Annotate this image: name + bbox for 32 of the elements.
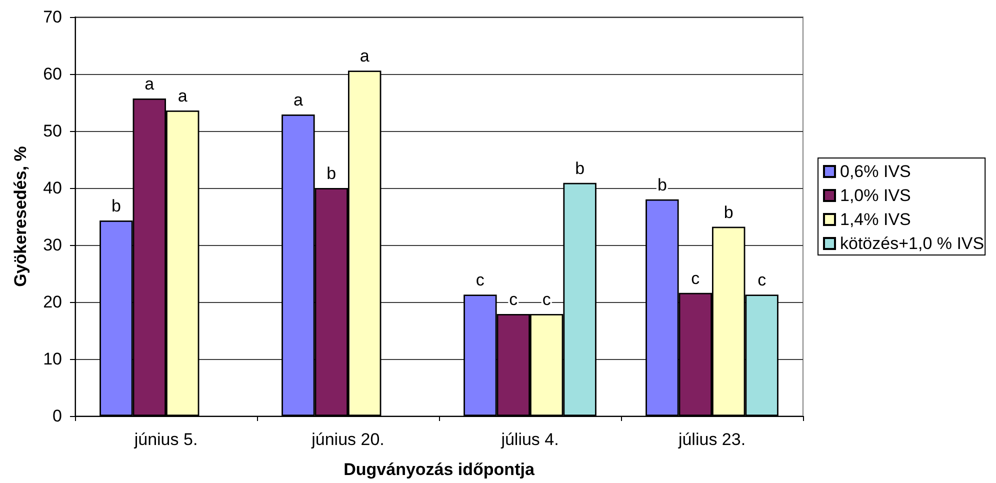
y-tick-label: 40 bbox=[43, 178, 62, 198]
x-tick-label: június 20. bbox=[310, 430, 384, 449]
data-label: c bbox=[691, 268, 700, 288]
data-label: a bbox=[178, 86, 188, 106]
data-label: a bbox=[360, 46, 370, 66]
data-label: c bbox=[476, 270, 485, 290]
data-label: c bbox=[542, 290, 552, 309]
data-label: b bbox=[724, 202, 734, 222]
y-tick-label: 0 bbox=[52, 406, 62, 426]
legend-label: 1,0% IVS bbox=[840, 186, 911, 205]
data-label: a bbox=[293, 90, 304, 110]
legend-label: 1,4% IVS bbox=[840, 210, 911, 229]
x-tick-label: július 4. bbox=[500, 430, 559, 449]
data-label: c bbox=[509, 290, 518, 309]
y-tick-label: 50 bbox=[43, 122, 62, 140]
legend-label: 0,6% IVS bbox=[840, 162, 911, 181]
y-tick-label: 10 bbox=[43, 350, 62, 368]
y-tick-label: 70 bbox=[43, 8, 62, 26]
y-axis-title: Gyökeresedés, % bbox=[11, 146, 30, 287]
y-tick-label: 60 bbox=[43, 64, 62, 84]
data-label: b bbox=[326, 164, 336, 183]
y-tick-label: 20 bbox=[43, 292, 62, 312]
data-label: b bbox=[111, 196, 121, 216]
x-tick-label: június 5. bbox=[133, 430, 198, 449]
data-label: b bbox=[657, 175, 667, 194]
x-tick-label: július 23. bbox=[677, 430, 746, 449]
data-label: a bbox=[144, 74, 155, 94]
legend-label: kötözés+1,0 % IVS bbox=[840, 234, 984, 253]
data-label: b bbox=[575, 158, 585, 178]
x-axis-title: Dugványozás időpontja bbox=[344, 460, 535, 479]
data-label: c bbox=[758, 270, 767, 290]
y-tick-label: 30 bbox=[43, 236, 62, 254]
